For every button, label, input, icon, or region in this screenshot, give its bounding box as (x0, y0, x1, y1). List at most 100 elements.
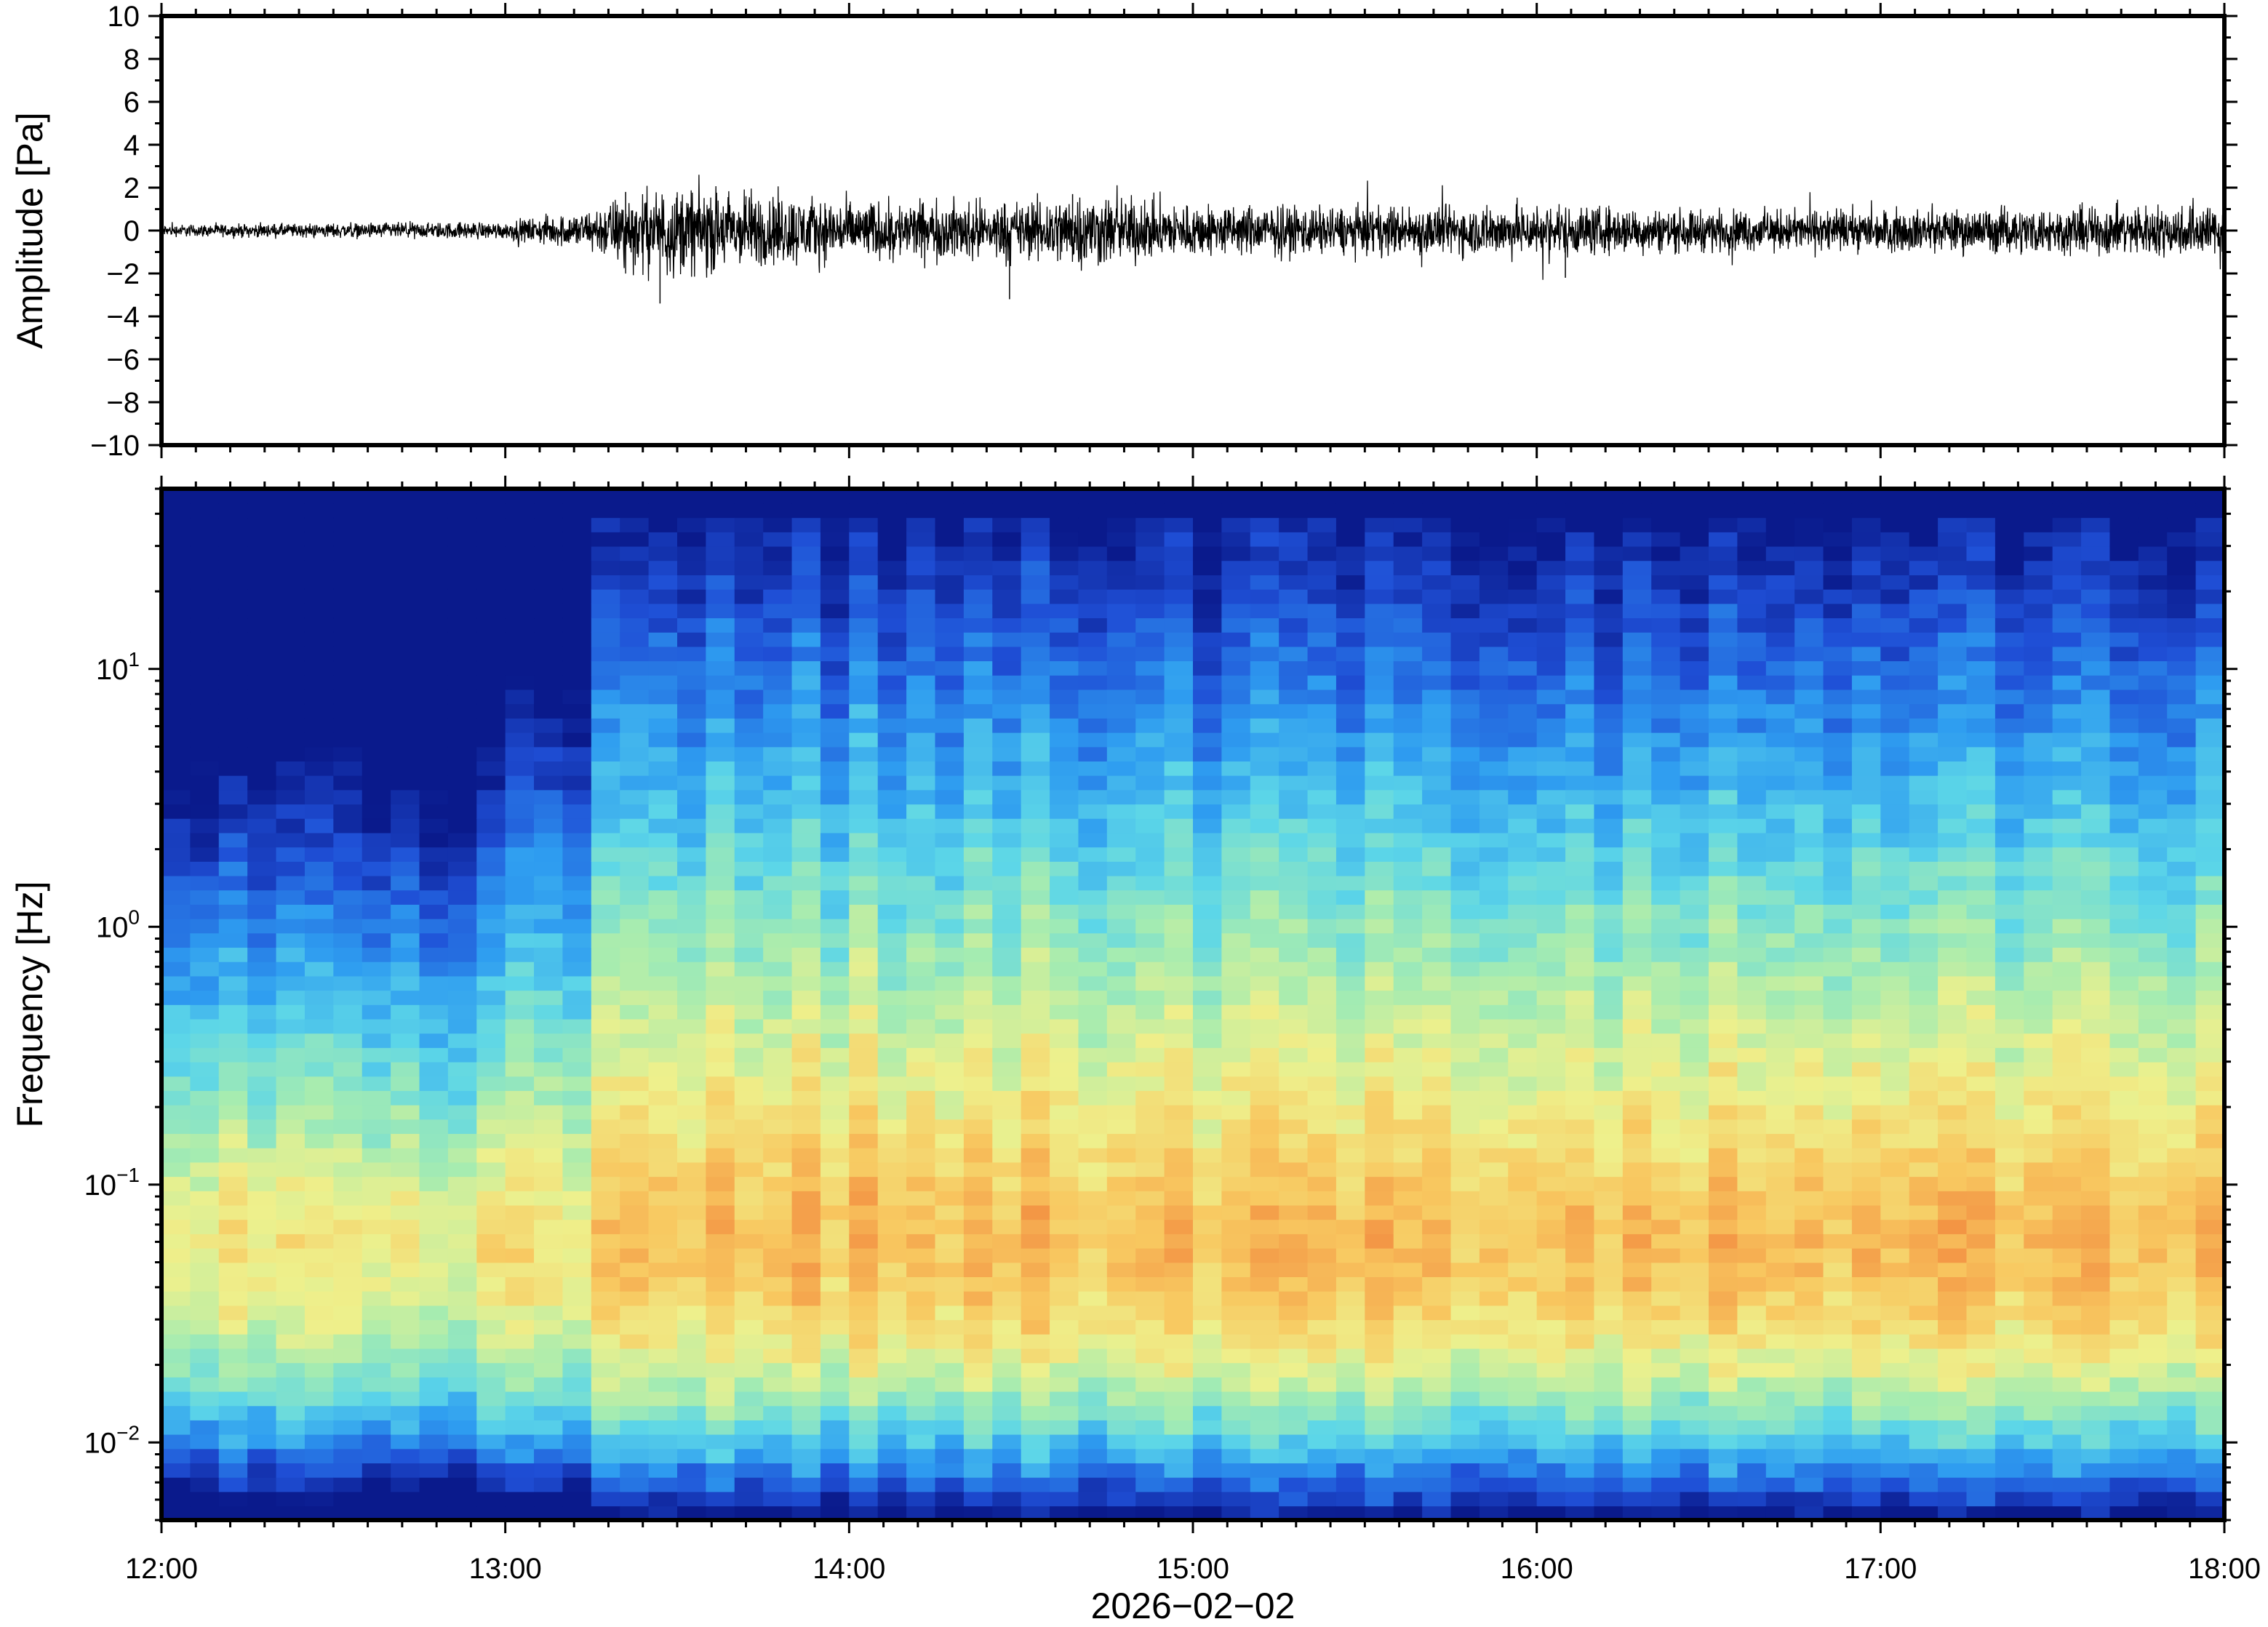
spectrogram-cell (1680, 1334, 1709, 1348)
spectrogram-cell (506, 1033, 535, 1047)
spectrogram-cell (706, 1176, 735, 1191)
spectrogram-cell (1365, 503, 1394, 518)
spectrogram-cell (992, 575, 1021, 589)
spectrogram-cell (649, 1090, 678, 1105)
spectrogram-cell (1193, 775, 1222, 790)
spectrogram-cell (591, 876, 620, 890)
spectrogram-cell (620, 1219, 649, 1234)
spectrogram-cell (1651, 1405, 1680, 1420)
spectrogram-cell (1451, 1492, 1480, 1506)
spectrogram-cell (935, 804, 965, 818)
spectrogram-cell (1995, 1420, 2024, 1434)
spectrogram-cell (906, 660, 935, 675)
spectrogram-cell (906, 1105, 935, 1119)
spectrogram-cell (1852, 747, 1881, 761)
spectrogram-cell (1995, 890, 2024, 904)
spectrogram-cell (1794, 919, 1824, 933)
spectrogram-cell (1508, 1162, 1537, 1177)
spectrogram-cell (1050, 933, 1079, 948)
spectrogram-cell (1279, 517, 1308, 532)
spectrogram-cell (562, 1434, 591, 1449)
spectrogram-cell (1594, 489, 1623, 503)
spectrogram-cell (1967, 1405, 1996, 1420)
spectrogram-cell (534, 675, 563, 689)
spectrogram-cell (1909, 1191, 1938, 1205)
spectrogram-cell (247, 1492, 276, 1506)
spectrogram-cell (1394, 876, 1423, 890)
spectrogram-cell (1165, 790, 1194, 804)
spectrogram-cell (161, 575, 191, 589)
spectrogram-cell (992, 1463, 1021, 1477)
spectrogram-cell (1279, 1205, 1308, 1220)
spectrogram-cell (1508, 976, 1537, 991)
spectrogram-cell (1594, 761, 1623, 775)
spectrogram-cell (1422, 532, 1451, 546)
spectrogram-cell (305, 575, 334, 589)
spectrogram-cell (448, 833, 477, 847)
spectrogram-cell (2024, 517, 2053, 532)
spectrogram-cell (1909, 575, 1938, 589)
spectrogram-cell (305, 1420, 334, 1434)
spectrogram-cell (1193, 761, 1222, 775)
spectrogram-cell (1651, 1205, 1680, 1220)
spectrogram-cell (649, 1148, 678, 1162)
spectrogram-cell (247, 1306, 276, 1320)
spectrogram-cell (2053, 1076, 2082, 1090)
spectrogram-cell (935, 1362, 965, 1377)
spectrogram-cell (534, 1219, 563, 1234)
spectrogram-cell (562, 517, 591, 532)
spectrogram-cell (1938, 775, 1967, 790)
spectrogram-cell (362, 1062, 391, 1076)
spectrogram-cell (1050, 1477, 1079, 1492)
spectrogram-cell (1938, 1291, 1967, 1306)
spectrogram-cell (362, 919, 391, 933)
spectrogram-cell (649, 1276, 678, 1291)
spectrogram-cell (849, 575, 878, 589)
spectrogram-cell (1766, 503, 1795, 518)
spectrogram-cell (1852, 1176, 1881, 1191)
spectrogram-cell (964, 1362, 993, 1377)
spectrogram-cell (1737, 489, 1766, 503)
spectrogram-cell (1193, 933, 1222, 948)
spectrogram-cell (820, 861, 850, 876)
spectrogram-cell (878, 804, 907, 818)
spectrogram-cell (735, 1319, 764, 1334)
spectrogram-cell (1680, 1420, 1709, 1434)
spectrogram-cell (1135, 1076, 1165, 1090)
spectrogram-cell (992, 1119, 1021, 1134)
spectrogram-cell (964, 1405, 993, 1420)
spectrogram-cell (2053, 976, 2082, 991)
spectrogram-cell (1165, 1119, 1194, 1134)
spectrogram-cell (362, 890, 391, 904)
spectrogram-cell (1451, 647, 1480, 661)
spectrogram-cell (1967, 1090, 1996, 1105)
spectrogram-cell (1709, 1033, 1738, 1047)
spectrogram-cell (1451, 876, 1480, 890)
spectrogram-cell (1565, 1119, 1594, 1134)
spectrogram-cell (1623, 1148, 1652, 1162)
spectrogram-cell (1824, 1105, 1853, 1119)
spectrogram-cell (620, 1334, 649, 1348)
spectrogram-cell (735, 818, 764, 833)
spectrogram-cell (1880, 532, 1909, 546)
spectrogram-cell (1880, 1306, 1909, 1320)
spectrogram-cell (992, 1234, 1021, 1248)
spectrogram-cell (1221, 804, 1250, 818)
spectrogram-cell (391, 1234, 420, 1248)
spectrogram-cell (1365, 1219, 1394, 1234)
spectrogram-cell (1480, 1090, 1509, 1105)
spectrogram-cell (649, 919, 678, 933)
spectrogram-cell (1050, 1033, 1079, 1047)
spectrogram-cell (1308, 1492, 1337, 1506)
spectrogram-cell (1021, 560, 1050, 575)
spectrogram-cell (1394, 589, 1423, 604)
spectrogram-cell (735, 933, 764, 948)
spectrogram-cell (1766, 1162, 1795, 1177)
spectrogram-cell (276, 1062, 306, 1076)
spectrogram-cell (1308, 689, 1337, 704)
spectrogram-cell (1394, 660, 1423, 675)
spectrogram-cell (305, 747, 334, 761)
spectrogram-cell (1308, 1334, 1337, 1348)
spectrogram-cell (992, 660, 1021, 675)
spectrogram-cell (1135, 1391, 1165, 1406)
